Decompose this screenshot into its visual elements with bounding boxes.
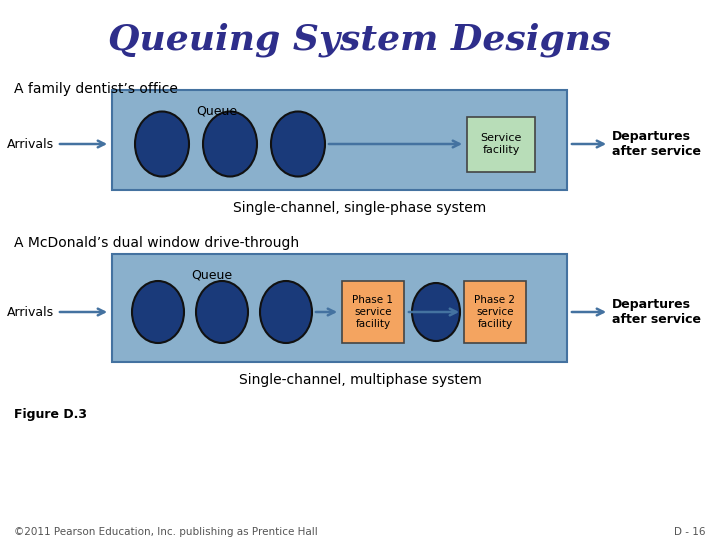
Text: D - 16: D - 16	[675, 527, 706, 537]
Text: Arrivals: Arrivals	[7, 306, 54, 319]
Text: Departures
after service: Departures after service	[612, 298, 701, 326]
Text: Phase 2
service
facility: Phase 2 service facility	[474, 295, 516, 329]
Text: Service
facility: Service facility	[480, 133, 522, 155]
Text: Figure D.3: Figure D.3	[14, 408, 87, 421]
Bar	[112, 90, 567, 190]
Ellipse shape	[271, 111, 325, 177]
Text: A family dentist’s office: A family dentist’s office	[14, 82, 178, 96]
Bar	[342, 281, 404, 343]
Text: ©2011 Pearson Education, Inc. publishing as Prentice Hall: ©2011 Pearson Education, Inc. publishing…	[14, 527, 318, 537]
Bar	[467, 117, 535, 172]
Text: Single-channel, multiphase system: Single-channel, multiphase system	[238, 373, 482, 387]
Bar	[464, 281, 526, 343]
Text: Phase 1
service
facility: Phase 1 service facility	[353, 295, 394, 329]
Text: Single-channel, single-phase system: Single-channel, single-phase system	[233, 201, 487, 215]
Text: Queue: Queue	[197, 104, 238, 117]
Bar	[112, 254, 567, 362]
Ellipse shape	[412, 283, 460, 341]
Ellipse shape	[135, 111, 189, 177]
Ellipse shape	[260, 281, 312, 343]
Ellipse shape	[196, 281, 248, 343]
Text: A McDonald’s dual window drive-through: A McDonald’s dual window drive-through	[14, 236, 299, 250]
Ellipse shape	[132, 281, 184, 343]
Text: Queue: Queue	[192, 268, 233, 281]
Ellipse shape	[203, 111, 257, 177]
Text: Queuing System Designs: Queuing System Designs	[108, 23, 612, 57]
Text: Departures
after service: Departures after service	[612, 130, 701, 158]
Text: Arrivals: Arrivals	[7, 138, 54, 151]
